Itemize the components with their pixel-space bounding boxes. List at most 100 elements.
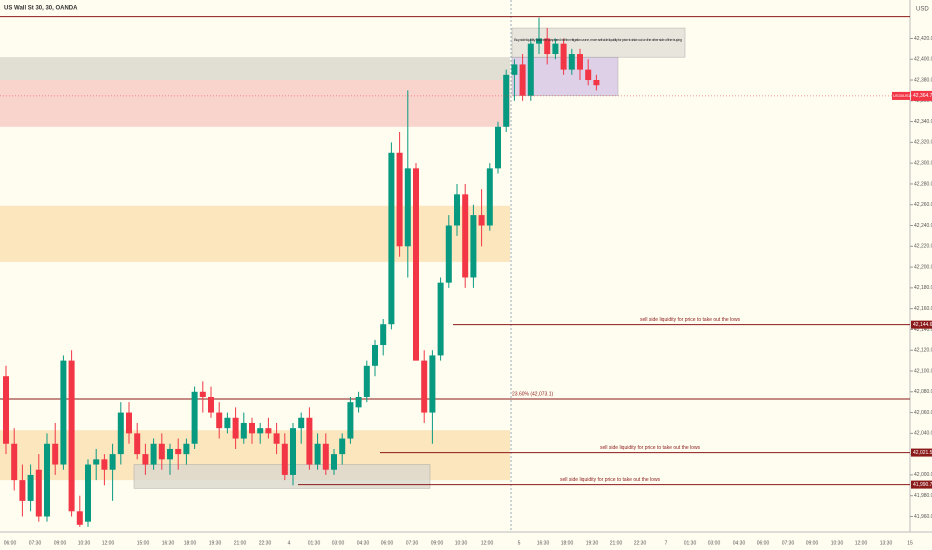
candle-body — [519, 64, 526, 96]
candle-body — [585, 69, 592, 81]
x-tick-label: 07:30 — [406, 540, 419, 546]
candle-body — [35, 469, 42, 517]
y-tick-label: 42,420.0 — [914, 36, 932, 42]
candle-body — [150, 443, 157, 465]
current-price-tag — [911, 90, 932, 101]
level-text: sell side liquidity for price to take ou… — [600, 445, 701, 451]
y-tick-label: 42,220.0 — [914, 244, 932, 250]
x-tick-label: 12:00 — [481, 540, 494, 546]
candle-body — [240, 422, 247, 439]
x-tick-label: 07:30 — [782, 540, 795, 546]
candle-body — [290, 428, 296, 475]
x-tick-label: 7 — [665, 540, 668, 546]
candle-body — [445, 225, 452, 283]
candle-body — [568, 54, 575, 70]
candle-body — [126, 412, 132, 434]
candle-body — [347, 402, 354, 439]
candle-body — [3, 376, 9, 444]
x-tick-label: 06:00 — [4, 540, 17, 546]
candle-body — [281, 443, 288, 475]
y-tick-label: 42,180.0 — [914, 285, 932, 291]
zone — [0, 57, 510, 81]
candle-body — [158, 443, 165, 460]
y-tick-label: 42,360.0 — [914, 98, 932, 104]
candle-body — [76, 511, 83, 525]
candle-body — [536, 38, 542, 44]
price-tag — [911, 448, 932, 457]
candle-body — [60, 360, 67, 465]
symbol-label: US30USD — [893, 93, 912, 98]
candle-body — [486, 168, 493, 226]
candle-body — [577, 54, 583, 70]
x-tick-label: 03:00 — [332, 540, 345, 546]
candle-body — [396, 152, 403, 247]
x-tick-label: 09:00 — [806, 540, 819, 546]
price-tag-label: 42,021.5 — [913, 450, 932, 456]
x-tick-label: 04:30 — [357, 540, 370, 546]
candle-body — [511, 64, 518, 75]
x-tick-label: 15:00 — [137, 540, 150, 546]
x-tick-label: 06:00 — [381, 540, 394, 546]
candle-body — [216, 412, 223, 429]
x-tick-label: 04:30 — [733, 540, 746, 546]
x-tick-label: 19:30 — [209, 540, 222, 546]
y-tick-label: 42,140.0 — [914, 327, 932, 333]
y-tick-label: 42,120.0 — [914, 348, 932, 354]
candle-body — [191, 391, 198, 444]
price-tag — [911, 480, 932, 489]
x-tick-label: 4 — [288, 540, 291, 546]
candle-body — [68, 360, 75, 512]
level-text: 23.60% (42,073.1) — [512, 391, 553, 397]
chart-title: US Wall St 30, 30, OANDA — [4, 6, 78, 12]
zone — [0, 80, 510, 127]
x-tick-label: 22:30 — [259, 540, 272, 546]
candle-body — [478, 215, 485, 226]
y-tick-label: 42,380.0 — [914, 77, 932, 83]
candle-body — [544, 38, 551, 55]
candle-body — [314, 443, 321, 465]
annotation-note: Buy side liquidity has been captured wit… — [514, 37, 682, 42]
candle-body — [27, 474, 34, 501]
candle-body — [470, 215, 477, 278]
candle-body — [355, 396, 362, 408]
candle-body — [11, 443, 18, 481]
y-tick-label: 41,980.0 — [914, 493, 932, 499]
candle-body — [52, 443, 59, 465]
candle-body — [44, 443, 50, 517]
y-tick-label: 42,260.0 — [914, 202, 932, 208]
y-tick-label: 42,240.0 — [914, 223, 932, 229]
x-tick-label: 09:00 — [54, 540, 67, 546]
x-tick-label: 19:30 — [586, 540, 599, 546]
candle-body — [421, 360, 428, 413]
x-tick-label: 18:00 — [184, 540, 197, 546]
candle-body — [93, 459, 100, 465]
candle-body — [265, 428, 272, 434]
candle-body — [462, 194, 469, 278]
x-tick-label: 12:00 — [855, 540, 868, 546]
candle-body — [167, 448, 173, 460]
x-tick-label: 06:00 — [757, 540, 770, 546]
candle-body — [437, 282, 444, 356]
y-tick-label: 42,200.0 — [914, 264, 932, 270]
candle-body — [593, 80, 600, 86]
x-tick-label: 15 — [907, 540, 913, 546]
candle-body — [199, 391, 206, 397]
x-tick-label: 01:30 — [308, 540, 321, 546]
candle-body — [552, 43, 559, 55]
y-tick-label: 42,060.0 — [914, 410, 932, 416]
x-tick-label: 21:00 — [610, 540, 623, 546]
candle-body — [388, 152, 395, 325]
candle-body — [527, 43, 534, 96]
candle-body — [404, 168, 411, 247]
candle-body — [331, 454, 337, 470]
x-tick-label: 13:30 — [880, 540, 893, 546]
x-tick-label: 03:00 — [708, 540, 721, 546]
y-tick-label: 42,160.0 — [914, 306, 932, 312]
symbol-tag — [892, 91, 910, 100]
candle-body — [183, 443, 190, 455]
x-tick-label: 10:30 — [78, 540, 91, 546]
candle-body — [257, 428, 264, 434]
x-tick-label: 12:00 — [102, 540, 115, 546]
candle-body — [224, 417, 231, 429]
